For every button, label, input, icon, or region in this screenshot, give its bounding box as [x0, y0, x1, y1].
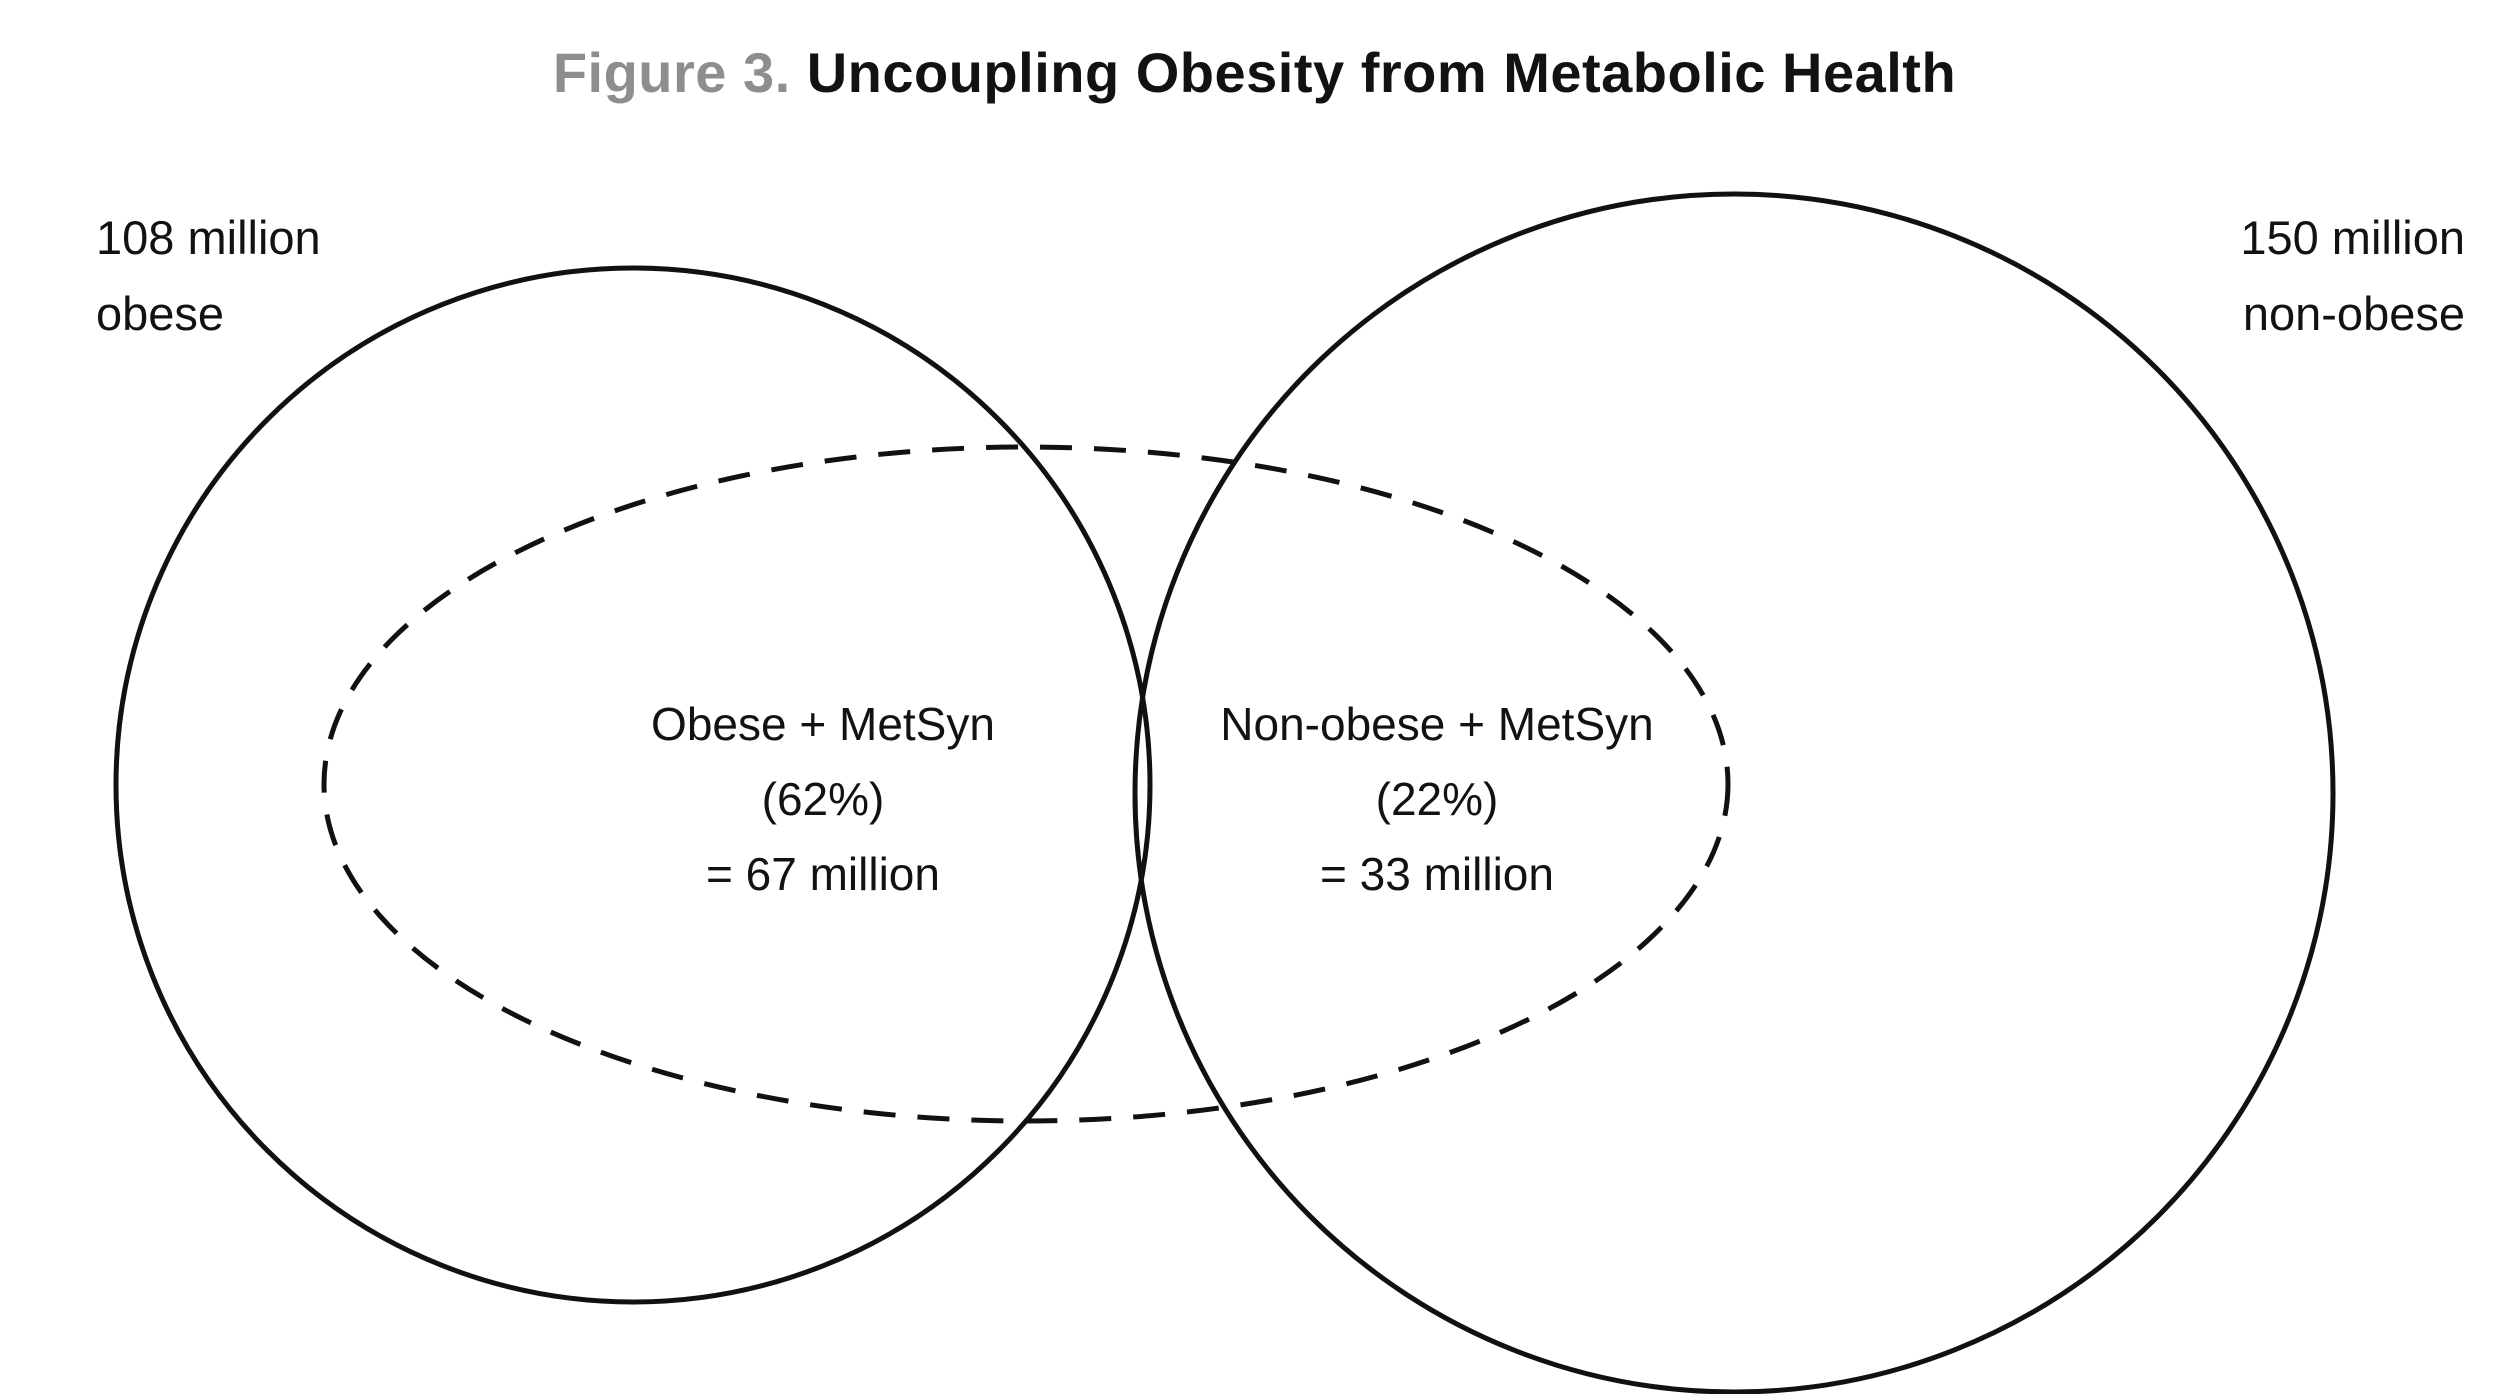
- non-obese-metsyn-title: Non-obese + MetSyn: [1220, 698, 1654, 750]
- obese-metsyn-percent: (62%): [761, 773, 885, 825]
- non-obese-population-count: 150 million: [2240, 211, 2465, 264]
- obese-metsyn-title: Obese + MetSyn: [651, 698, 995, 750]
- figure-number: Figure 3.: [552, 40, 791, 104]
- obese-circle: [113, 265, 1153, 1305]
- non-obese-metsyn-count: = 33 million: [1320, 848, 1554, 900]
- obese-metsyn-count: = 67 million: [706, 848, 940, 900]
- metsyn-dashed-ellipse: [321, 444, 1731, 1124]
- figure-title-text: Uncoupling Obesity from Metabolic Health: [806, 40, 1957, 104]
- non-obese-circle: [1132, 191, 2336, 1394]
- non-obese-population-label: 150 million non-obese: [2240, 200, 2465, 352]
- non-obese-metsyn-label: Non-obese + MetSyn (22%) = 33 million: [1220, 687, 1653, 912]
- obese-population-count: 108 million: [96, 211, 321, 264]
- non-obese-metsyn-percent: (22%): [1375, 773, 1499, 825]
- obese-metsyn-label: Obese + MetSyn (62%) = 67 million: [651, 687, 995, 912]
- figure-title: Figure 3. Uncoupling Obesity from Metabol…: [0, 40, 2509, 105]
- obese-population-name: obese: [96, 287, 225, 340]
- non-obese-population-name: non-obese: [2242, 287, 2465, 340]
- obese-population-label: 108 million obese: [96, 200, 321, 352]
